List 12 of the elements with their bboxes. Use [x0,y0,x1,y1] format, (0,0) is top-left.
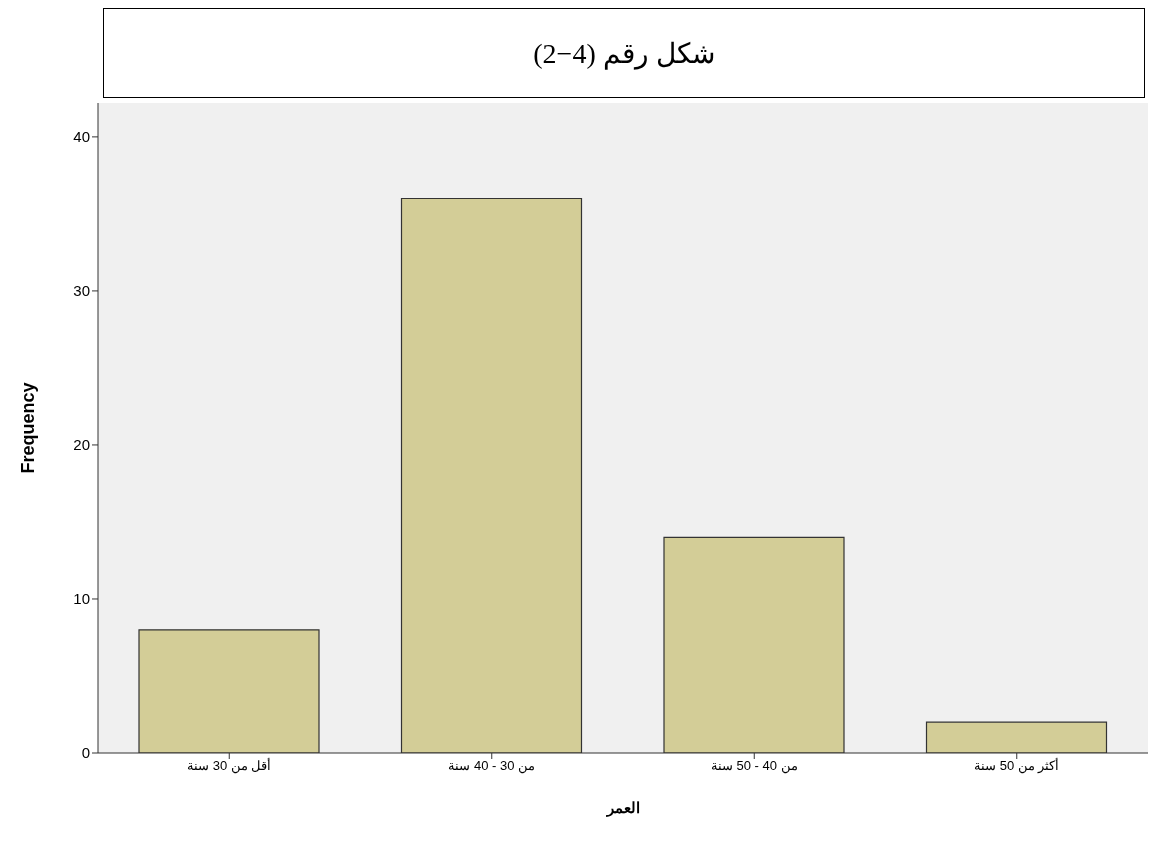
y-tick-label: 0 [81,744,90,762]
y-tick-label: 40 [73,128,90,146]
y-tick-label: 30 [73,282,90,300]
x-tick-label: أكثر من 50 سنة [974,757,1060,775]
x-tick-label: أقل من 30 سنة [187,757,272,775]
y-axis-title: Frequency [18,382,39,474]
x-tick-label: من 40 - 50 سنة [710,758,798,775]
x-tick-label: من 30 - 40 سنة [448,758,536,775]
chart-title: شكل رقم (4−2) [533,36,715,70]
y-tick-label: 20 [73,436,90,454]
x-axis-title: العمر [605,799,640,817]
y-tick-label: 10 [73,590,90,608]
